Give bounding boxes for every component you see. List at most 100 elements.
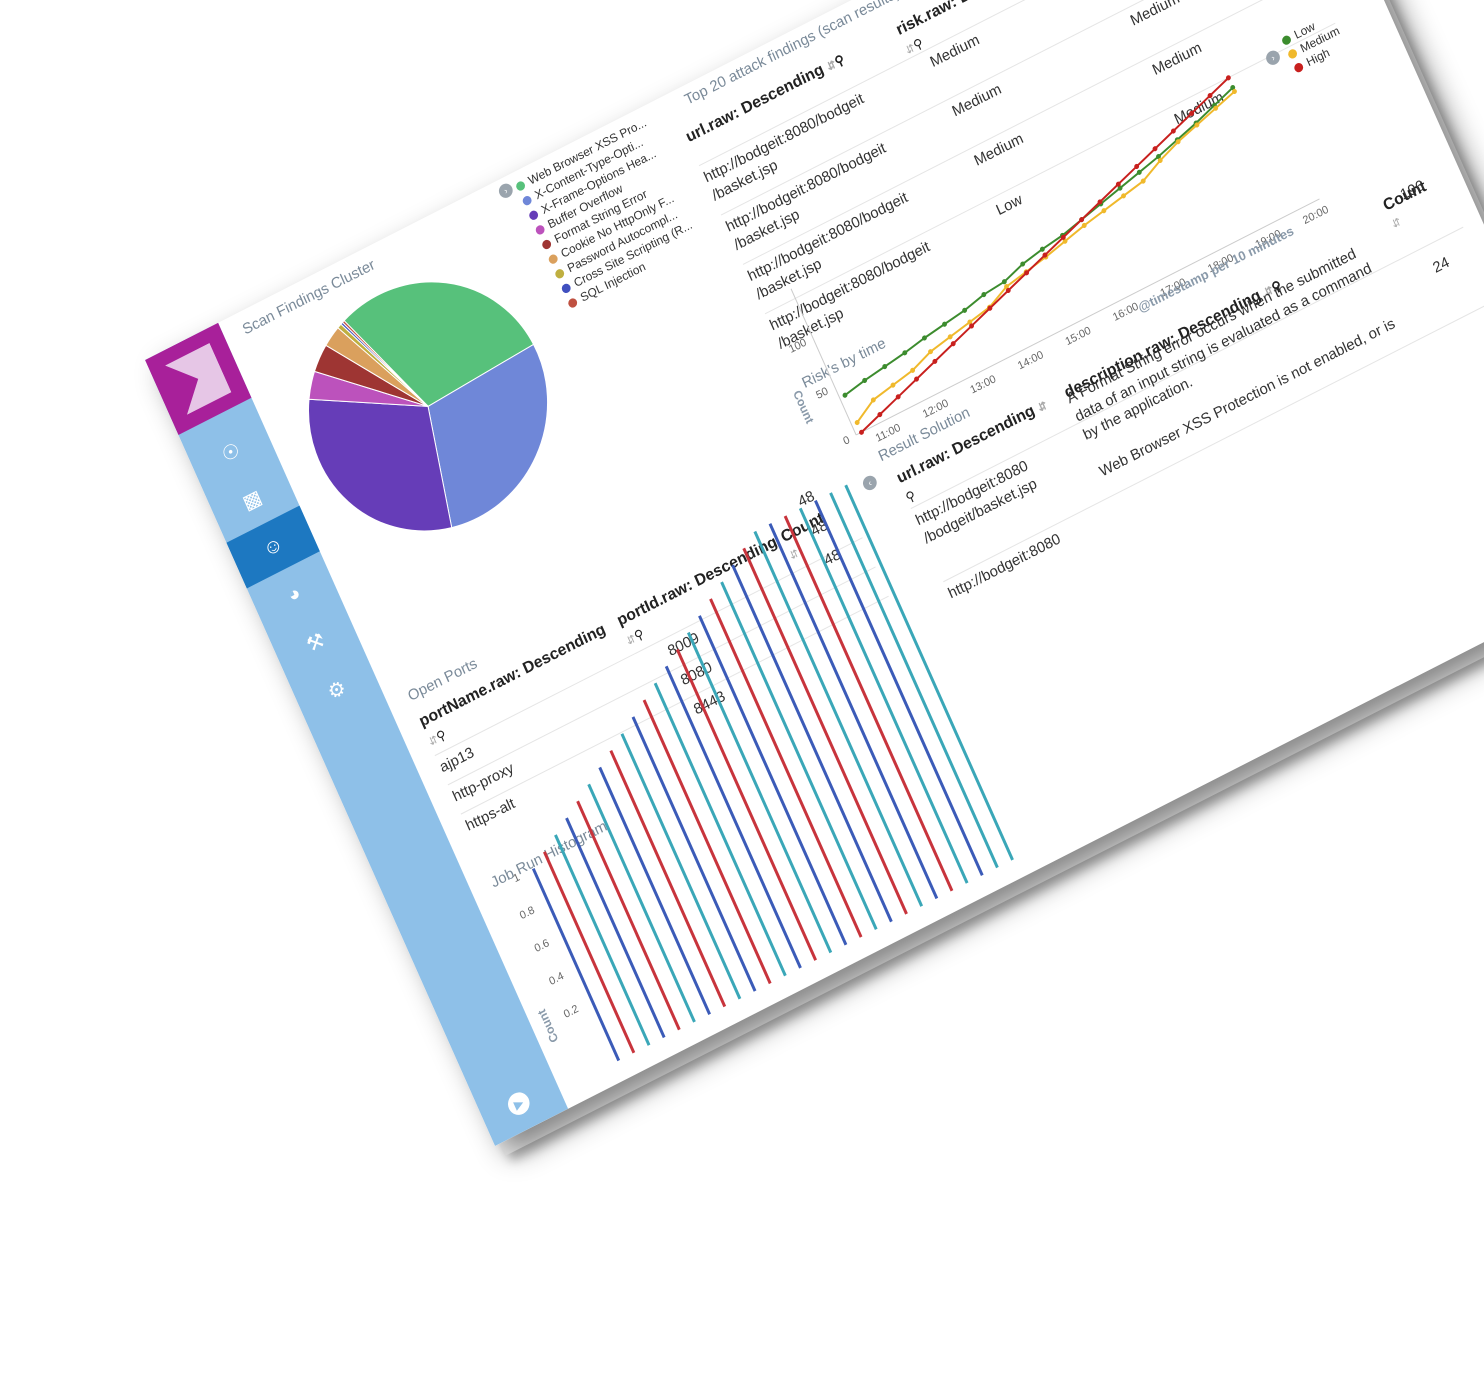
data-point (1152, 146, 1158, 152)
data-point (1157, 157, 1163, 163)
histogram-bar[interactable] (753, 530, 924, 907)
histogram-bar[interactable] (698, 615, 848, 946)
data-point (1079, 217, 1085, 223)
data-point (895, 394, 901, 400)
y-tick-label: 0.8 (518, 904, 537, 922)
pie-slice[interactable] (341, 302, 429, 427)
histogram-bar[interactable] (598, 766, 711, 1015)
sort-icon: ⇵ (1036, 399, 1050, 415)
histogram-bar[interactable] (620, 733, 742, 1000)
legend-toggle-icon[interactable]: › (496, 181, 515, 201)
data-point (1207, 93, 1213, 99)
legend-dot (521, 193, 533, 207)
histogram-bar[interactable] (687, 631, 833, 954)
legend-dot (553, 267, 566, 280)
data-point (962, 307, 968, 313)
data-point (981, 292, 987, 298)
table-cell-risk: Medium (927, 31, 983, 71)
logo-icon (165, 343, 232, 415)
histogram-bar[interactable] (819, 476, 1014, 861)
search-icon[interactable]: ⚲ (903, 487, 918, 506)
data-point (987, 305, 993, 311)
histogram-bar[interactable] (720, 581, 878, 931)
data-point (854, 419, 860, 426)
y-tick-label: 0.4 (547, 970, 566, 988)
y-tick-label: 1 (512, 871, 522, 885)
table-cell-url: http://bodgeit:8080 (945, 530, 1064, 603)
data-point (877, 411, 883, 418)
data-point (1225, 75, 1231, 81)
data-point (870, 397, 876, 403)
data-point (890, 382, 896, 388)
data-point (969, 323, 975, 329)
data-point (1140, 178, 1146, 184)
legend-dot (547, 252, 559, 265)
x-tick-label: 13:00 (969, 373, 998, 396)
histogram-bar[interactable] (797, 476, 984, 877)
data-point (942, 321, 947, 327)
data-point (1024, 270, 1030, 276)
data-point (1213, 105, 1219, 111)
data-point (1005, 287, 1011, 294)
data-point (1170, 128, 1176, 134)
data-point (1189, 110, 1195, 116)
data-point (932, 358, 938, 364)
histogram-bar[interactable] (742, 547, 908, 915)
table-cell-confidence: Medium (1127, 0, 1183, 30)
histogram-bar[interactable] (775, 497, 954, 892)
pie-slice[interactable] (400, 343, 586, 530)
data-point (1194, 122, 1200, 128)
histogram-bar[interactable] (531, 867, 621, 1062)
histogram-bar[interactable] (587, 783, 696, 1023)
legend-dot (534, 223, 546, 236)
data-point (1020, 261, 1026, 267)
dashboard-board: ☉ ▩ ☺ ◕ ⚒ ⚙ ▶ Scan Findings Cluster › We… (145, 0, 1484, 1147)
legend-dot (514, 179, 527, 192)
legend-dot (560, 281, 572, 295)
data-point (950, 341, 956, 347)
table-cell-risk: Medium (949, 80, 1005, 121)
histogram-bar[interactable] (675, 648, 817, 961)
x-tick-label: 15:00 (1064, 325, 1093, 348)
histogram-bar[interactable] (731, 564, 893, 923)
y-tick-label: 100 (787, 337, 808, 356)
data-point (1115, 181, 1121, 187)
data-point (1062, 238, 1068, 244)
histogram-bar[interactable] (576, 800, 681, 1031)
data-point (1004, 284, 1009, 290)
data-point (910, 367, 916, 373)
app-logo[interactable] (145, 322, 252, 435)
data-point (1134, 163, 1140, 169)
histogram-bar[interactable] (631, 716, 757, 992)
histogram-bar[interactable] (664, 665, 802, 969)
data-point (1101, 208, 1107, 214)
histogram-bar[interactable] (543, 851, 636, 1054)
y-tick-label: 50 (814, 385, 830, 402)
sort-icon[interactable]: ⇵ (1390, 215, 1404, 232)
data-point (1230, 85, 1236, 91)
data-point (967, 319, 973, 325)
histogram-bar[interactable] (565, 817, 666, 1039)
data-point (928, 349, 933, 355)
histogram-bar[interactable] (709, 598, 863, 938)
histogram-bar[interactable] (764, 513, 939, 900)
histogram-bar[interactable] (786, 480, 969, 884)
histogram-bar[interactable] (642, 699, 772, 985)
histogram-bar[interactable] (808, 476, 999, 869)
data-point (1232, 88, 1237, 95)
data-point (842, 392, 848, 398)
pie-slice[interactable] (295, 351, 477, 570)
data-point (1060, 234, 1066, 240)
pie-slice[interactable] (341, 240, 536, 426)
data-point (914, 376, 919, 382)
histogram-chart: 0.2 0.4 0.6 0.8 1 (512, 476, 1014, 1062)
play-icon[interactable]: ▶ (504, 1088, 534, 1119)
pie-chart (295, 240, 586, 570)
histogram-bar[interactable] (653, 682, 787, 977)
data-point (1175, 139, 1181, 145)
legend-dot (566, 296, 579, 309)
histogram-bar[interactable] (554, 834, 651, 1046)
y-tick-label: 0.6 (533, 937, 552, 955)
y-tick-label: 0 (842, 434, 852, 448)
histogram-bar[interactable] (609, 749, 727, 1008)
